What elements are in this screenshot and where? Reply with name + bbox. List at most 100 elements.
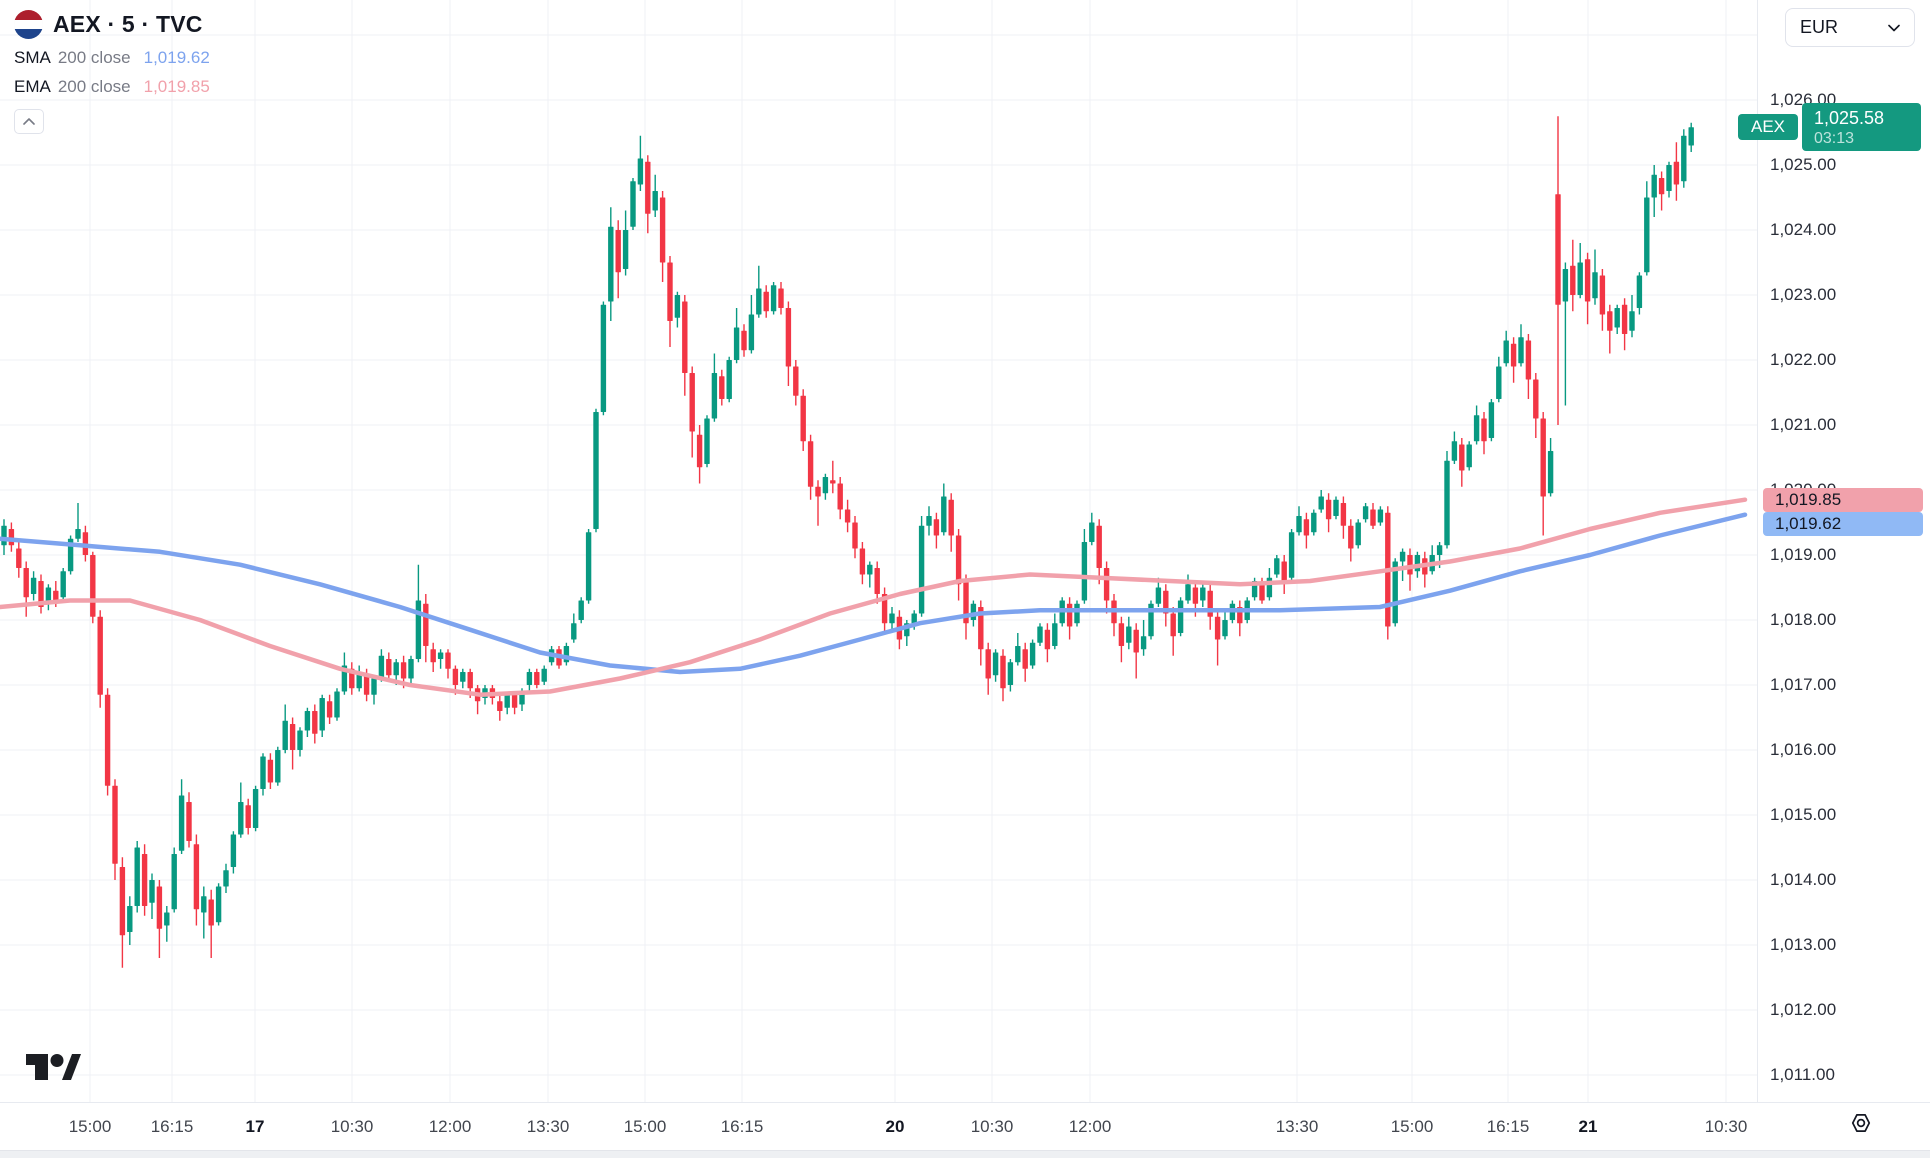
candle-body bbox=[852, 522, 858, 549]
candle-body bbox=[585, 532, 592, 601]
candle-body bbox=[1177, 600, 1184, 633]
candle-body bbox=[386, 659, 392, 676]
candle-body bbox=[201, 896, 207, 913]
candle-body bbox=[926, 516, 932, 526]
candle-body bbox=[38, 581, 44, 607]
candle-body bbox=[1118, 623, 1125, 646]
candle-body bbox=[1577, 262, 1583, 295]
symbol-title-row[interactable]: AEX · 5 · TVC bbox=[14, 10, 210, 39]
candle-body bbox=[1214, 616, 1221, 640]
candle-body bbox=[933, 519, 940, 536]
price-axis-label: 1,016.00 bbox=[1770, 740, 1837, 759]
candle-body bbox=[1044, 629, 1051, 650]
time-axis[interactable]: 15:00 16:15 17 10:30 12:00 13:30 15:00 16:15 20 1… bbox=[0, 1102, 1930, 1150]
sma-line[interactable] bbox=[0, 512, 1748, 675]
price-axis-label: 1,024.00 bbox=[1770, 220, 1837, 239]
legend-collapse-button[interactable] bbox=[14, 109, 44, 134]
candle-body bbox=[112, 785, 118, 864]
candle-body bbox=[460, 672, 466, 682]
candle-body bbox=[778, 288, 784, 308]
price-axis-label: 1,011.00 bbox=[1770, 1065, 1835, 1084]
candle-body bbox=[985, 649, 991, 679]
candle-body bbox=[1355, 522, 1361, 546]
candle-body bbox=[1377, 509, 1384, 523]
candle-body bbox=[711, 373, 718, 419]
candle-body bbox=[1126, 626, 1132, 643]
candle-body bbox=[97, 616, 103, 695]
indicator-name: EMA bbox=[14, 77, 51, 96]
candle-body bbox=[400, 662, 407, 679]
candle-body bbox=[45, 587, 52, 604]
candle-body bbox=[770, 285, 777, 312]
currency-label: EUR bbox=[1800, 17, 1839, 37]
candle-body bbox=[408, 659, 414, 679]
candle-body bbox=[156, 886, 163, 929]
candle-body bbox=[1074, 603, 1080, 624]
candle-body bbox=[1555, 194, 1561, 305]
candle-body bbox=[1488, 402, 1495, 438]
price-axis-label: 1,018.00 bbox=[1770, 610, 1837, 629]
candle-body bbox=[312, 711, 318, 734]
time-axis-label: 16:15 bbox=[1486, 1117, 1530, 1136]
price-axis-label: 1,025.00 bbox=[1770, 155, 1837, 174]
candle-body bbox=[1681, 135, 1687, 182]
candle-body bbox=[134, 847, 140, 906]
indicator-row-sma[interactable]: SMA 200 close 1,019.62 bbox=[14, 48, 210, 68]
candle-body bbox=[1325, 499, 1332, 520]
candle-body bbox=[963, 581, 969, 624]
candle-body bbox=[1222, 620, 1228, 637]
candle-body bbox=[1459, 444, 1465, 471]
candle-body bbox=[1540, 418, 1546, 497]
price-axis-label: 1,023.00 bbox=[1770, 285, 1837, 304]
candle-body bbox=[615, 230, 621, 273]
candle-body bbox=[1673, 161, 1680, 185]
horizontal-scrollbar[interactable] bbox=[0, 1150, 1930, 1158]
candle-body bbox=[1407, 555, 1413, 575]
candle-body bbox=[881, 594, 888, 624]
symbol-price-chip: AEX bbox=[1738, 114, 1798, 141]
candle-body bbox=[526, 672, 533, 685]
ema-value-badge: 1,019.85 bbox=[1763, 487, 1923, 512]
candle-body bbox=[889, 613, 895, 624]
candle-body bbox=[911, 613, 917, 624]
ema-line[interactable] bbox=[0, 497, 1748, 697]
symbol-title: AEX · 5 · TVC bbox=[53, 11, 203, 37]
candle-body bbox=[674, 295, 681, 318]
last-price-badge: 1,025.58 03:13 bbox=[1802, 103, 1921, 152]
chevron-up-icon bbox=[23, 118, 35, 125]
price-axis[interactable]: 1,026.00 1,025.00 1,024.00 1,023.00 1,022.00… bbox=[1738, 0, 1930, 1100]
price-axis-label: 1,012.00 bbox=[1770, 1000, 1837, 1019]
indicator-row-ema[interactable]: EMA 200 close 1,019.85 bbox=[14, 77, 210, 97]
candle-body bbox=[1599, 275, 1606, 315]
candle-body bbox=[1436, 545, 1443, 555]
candle-body bbox=[75, 529, 81, 539]
candle-body bbox=[756, 288, 762, 315]
time-axis-label: 15:00 bbox=[623, 1117, 667, 1136]
candle-body bbox=[452, 668, 459, 685]
candle-body bbox=[1392, 561, 1398, 624]
candle-body bbox=[1318, 496, 1324, 510]
tradingview-logo[interactable] bbox=[24, 1046, 82, 1084]
candle-body bbox=[1000, 655, 1006, 689]
chevron-down-icon bbox=[1888, 24, 1900, 31]
candle-body bbox=[393, 662, 399, 676]
candle-body bbox=[430, 649, 436, 663]
time-axis-settings-button[interactable] bbox=[1846, 1108, 1876, 1138]
candle-body bbox=[1170, 613, 1176, 637]
candle-body bbox=[918, 525, 925, 614]
candle-body bbox=[8, 529, 15, 546]
candle-body bbox=[297, 730, 303, 750]
currency-select[interactable]: EUR bbox=[1785, 8, 1915, 47]
candle-body bbox=[622, 230, 629, 269]
candle-body bbox=[948, 499, 954, 536]
candle-body bbox=[1658, 178, 1665, 195]
candle-body bbox=[238, 802, 244, 835]
candle-body bbox=[356, 672, 362, 689]
candle-body bbox=[1192, 587, 1199, 604]
candle-body bbox=[1503, 340, 1509, 364]
candle-body bbox=[1140, 636, 1147, 650]
candle-body bbox=[1525, 340, 1532, 380]
candle-body bbox=[215, 886, 222, 923]
candle-body bbox=[1288, 532, 1295, 578]
